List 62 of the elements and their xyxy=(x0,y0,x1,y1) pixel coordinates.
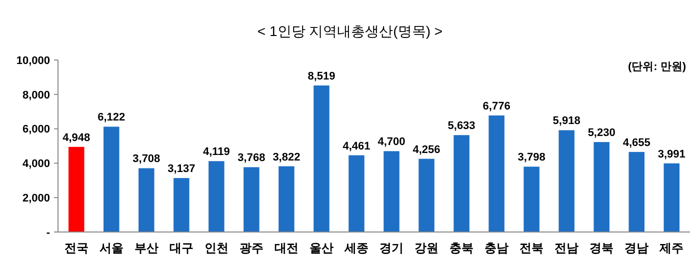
bar xyxy=(68,146,84,232)
data-label: 5,633 xyxy=(448,120,476,132)
bar xyxy=(244,167,260,232)
x-tick-label: 제주 xyxy=(658,241,684,255)
data-label: 3,991 xyxy=(658,148,686,160)
bar xyxy=(278,166,294,232)
bar xyxy=(418,158,434,232)
y-tick-label: - xyxy=(46,226,50,239)
bar xyxy=(138,168,154,232)
bar xyxy=(384,151,400,232)
x-tick-label: 경남 xyxy=(624,241,649,255)
x-tick-label: 서울 xyxy=(99,241,124,255)
bar xyxy=(174,178,190,232)
y-tick-label: 6,000 xyxy=(22,124,50,136)
data-label: 3,768 xyxy=(238,152,266,164)
data-label: 4,119 xyxy=(202,146,230,158)
x-tick-label: 충남 xyxy=(484,241,509,255)
x-tick-label: 전북 xyxy=(520,241,544,255)
x-tick-label: 경기 xyxy=(380,241,404,255)
y-tick-label: 10,000 xyxy=(16,54,50,67)
x-tick-label: 경북 xyxy=(590,241,614,255)
x-tick-label: 울산 xyxy=(309,241,334,255)
bar xyxy=(454,135,470,232)
data-label: 4,948 xyxy=(62,132,90,144)
bar xyxy=(314,85,330,232)
x-tick-label: 세종 xyxy=(343,241,368,255)
data-label: 3,798 xyxy=(518,152,546,164)
bar xyxy=(628,152,644,232)
data-label: 3,137 xyxy=(168,163,196,176)
bar xyxy=(594,142,610,232)
y-tick-label: 8,000 xyxy=(22,89,50,102)
data-label: 4,655 xyxy=(622,136,650,149)
data-label: 5,918 xyxy=(552,115,580,128)
x-tick-label: 부산 xyxy=(134,241,158,255)
x-tick-label: 대전 xyxy=(274,241,298,255)
x-tick-label: 충북 xyxy=(450,241,474,255)
data-label: 4,256 xyxy=(412,144,440,156)
chart-title: < 1인당 지역내총생산(명목) > xyxy=(257,23,443,39)
data-label: 3,708 xyxy=(132,153,160,166)
bar xyxy=(488,115,504,232)
bar xyxy=(104,126,120,232)
y-tick-label: 4,000 xyxy=(22,158,50,170)
data-label: 8,519 xyxy=(308,70,336,82)
bar xyxy=(664,163,680,232)
x-tick-label: 강원 xyxy=(414,241,439,255)
bar xyxy=(524,166,540,232)
x-tick-label: 전국 xyxy=(64,241,88,255)
bar xyxy=(558,130,574,232)
annotation: (단위: 만원) xyxy=(628,61,686,73)
y-tick-label: 2,000 xyxy=(22,192,50,204)
data-label: 4,461 xyxy=(342,140,370,152)
x-tick-label: 인천 xyxy=(204,241,228,255)
data-label: 6,122 xyxy=(98,112,126,124)
x-tick-label: 광주 xyxy=(239,241,264,255)
data-label: 3,822 xyxy=(272,151,300,164)
data-label: 4,700 xyxy=(378,136,406,148)
x-tick-label: 대구 xyxy=(169,241,194,255)
data-label: 6,776 xyxy=(482,100,510,112)
bar xyxy=(348,155,364,232)
bar xyxy=(208,161,224,232)
data-label: 5,230 xyxy=(588,127,616,140)
x-tick-label: 전남 xyxy=(554,241,579,255)
